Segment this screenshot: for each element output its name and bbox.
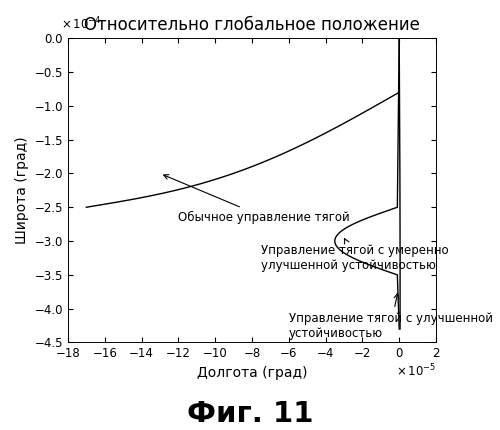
Text: Обычное управление тягой: Обычное управление тягой — [164, 175, 350, 224]
Text: Управление тягой с улучшенной
устойчивостью: Управление тягой с улучшенной устойчивос… — [289, 294, 493, 340]
Text: Управление тягой с умеренно
улучшенной устойчивостью: Управление тягой с умеренно улучшенной у… — [261, 239, 449, 273]
Text: Фиг. 11: Фиг. 11 — [187, 400, 313, 428]
Title: Относительно глобальное положение: Относительно глобальное положение — [84, 16, 420, 34]
Text: $\times\,10^{-4}$: $\times\,10^{-4}$ — [60, 15, 101, 32]
X-axis label: Долгота (град): Долгота (град) — [196, 366, 307, 380]
Y-axis label: Широта (град): Широта (град) — [15, 137, 29, 244]
Text: $\times\,10^{-5}$: $\times\,10^{-5}$ — [396, 362, 436, 379]
